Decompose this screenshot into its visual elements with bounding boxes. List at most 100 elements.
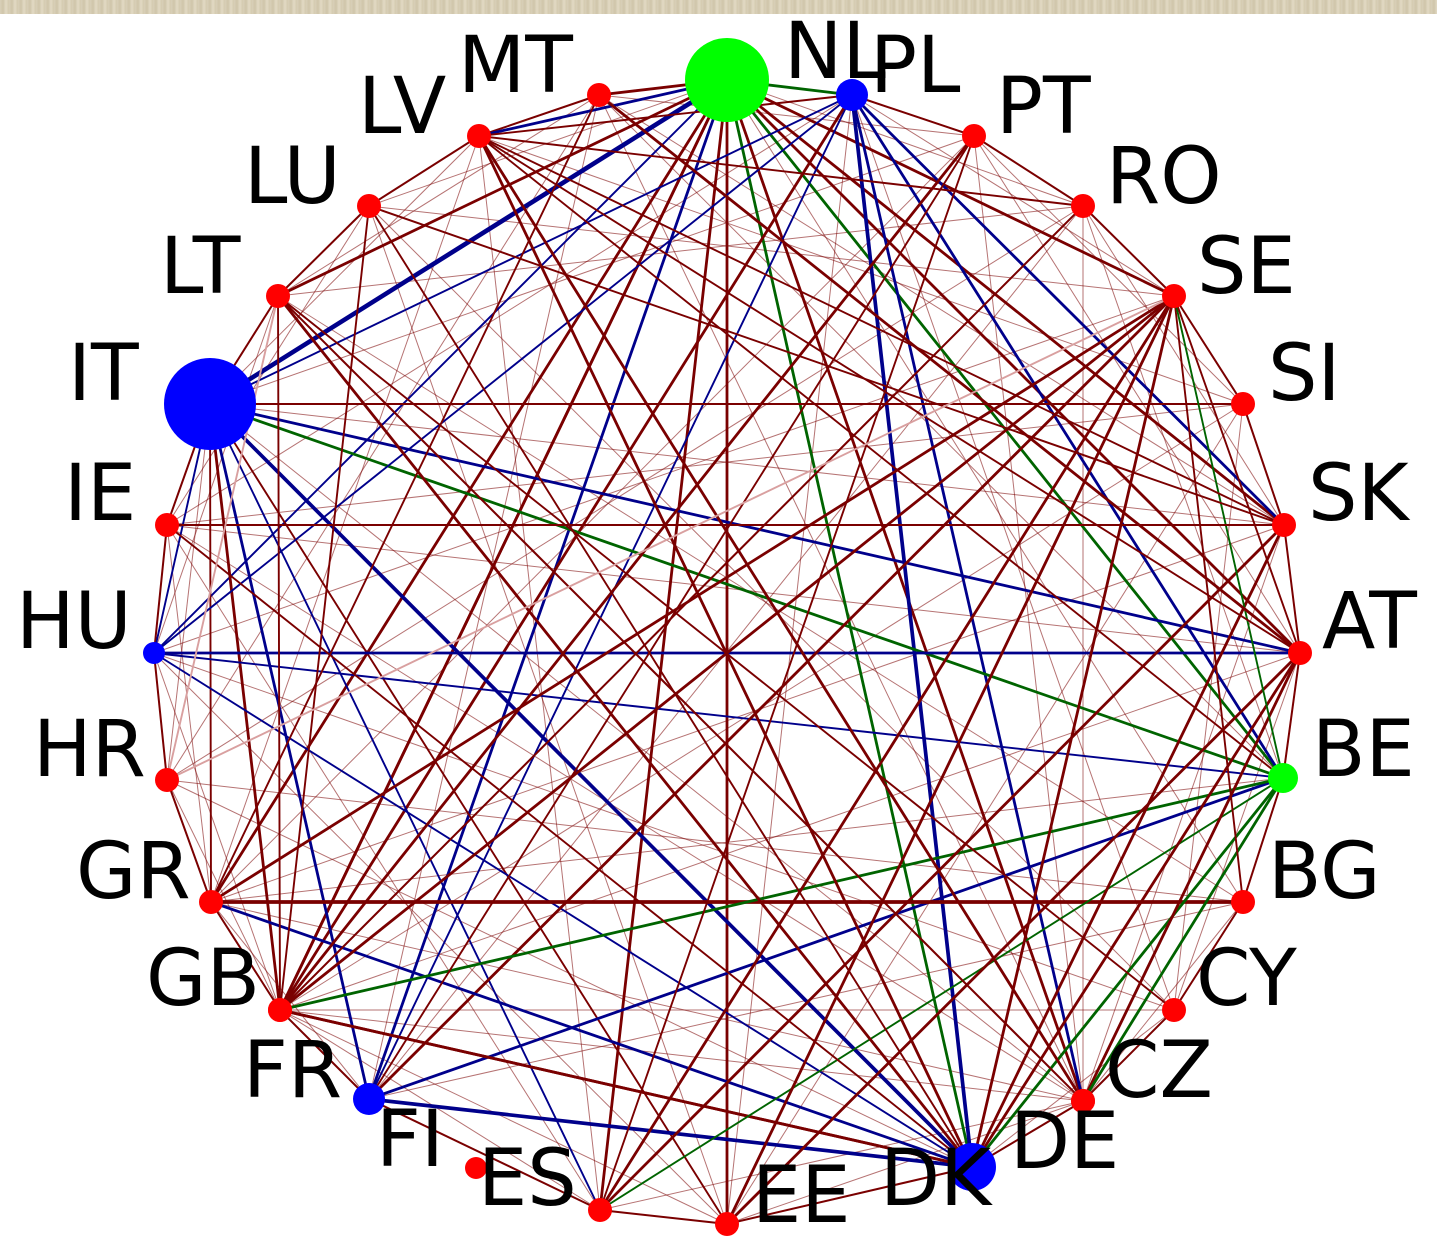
node-label-EE: EE	[752, 1151, 851, 1238]
edge-FI-MT	[368, 94, 600, 1100]
edge-RO-LV	[478, 135, 1084, 207]
edge-PT-RO	[973, 135, 1084, 207]
node-IT[interactable]	[164, 358, 256, 450]
edge-IT-PT	[209, 135, 975, 405]
edge-FR-BE	[278, 776, 1285, 1012]
node-label-GB: GB	[146, 934, 260, 1024]
edge-PL-PT	[851, 94, 975, 137]
node-SI[interactable]	[1231, 392, 1255, 416]
edge-GR-MT	[210, 94, 600, 903]
node-RO[interactable]	[1071, 194, 1095, 218]
edge-NL-GR	[209, 78, 729, 904]
node-DE[interactable]	[1071, 1089, 1095, 1113]
node-EE[interactable]	[715, 1212, 739, 1236]
node-PT[interactable]	[962, 124, 986, 148]
edge-AT-IE	[166, 524, 1301, 654]
edge-EE-FR	[279, 1009, 728, 1225]
edge-HU-IE	[153, 524, 168, 654]
node-PL[interactable]	[836, 79, 868, 111]
edge-AT-CY	[1173, 652, 1301, 1011]
edge-LT-RO	[277, 205, 1084, 297]
edge-GR-LV	[210, 135, 480, 903]
edge-LU-DK	[368, 205, 973, 1168]
node-label-LT: LT	[160, 222, 241, 312]
edge-CY-LU	[368, 205, 1175, 1011]
edge-CY-LT	[277, 295, 1175, 1011]
edge-AT-MT	[597, 93, 1302, 655]
node-FI[interactable]	[353, 1083, 385, 1115]
edge-BE-GR	[210, 777, 1284, 903]
edge-HU-SE	[153, 295, 1175, 654]
edge-HU-PL	[153, 94, 853, 654]
edge-DK-EE	[726, 1166, 973, 1225]
node-label-BG: BG	[1268, 827, 1381, 917]
edge-NL-ES	[598, 78, 729, 1212]
edge-IT-ES	[209, 403, 601, 1211]
node-HU[interactable]	[143, 642, 165, 664]
node-LU[interactable]	[357, 194, 381, 218]
edge-HR-LT	[166, 295, 279, 781]
edge-FI-FR	[279, 1009, 370, 1100]
node-MT[interactable]	[587, 83, 611, 107]
node-label-PT: PT	[996, 62, 1091, 152]
nodes-layer	[143, 38, 1312, 1236]
edge-RO-FR	[279, 205, 1084, 1011]
node-BE[interactable]	[1268, 763, 1298, 793]
edge-PL-LV	[478, 94, 853, 137]
node-ES[interactable]	[588, 1198, 612, 1222]
edge-GR-DK	[209, 900, 974, 1169]
node-NL[interactable]	[685, 38, 769, 122]
edge-PT-ES	[599, 135, 975, 1211]
edge-RO-SE	[1082, 205, 1175, 297]
node-label-DE: DE	[1010, 1097, 1119, 1187]
edge-IT-AT	[208, 402, 1302, 655]
node-CY[interactable]	[1162, 998, 1186, 1022]
edge-NL-FI	[367, 78, 729, 1101]
node-AT[interactable]	[1288, 641, 1312, 665]
node-SE[interactable]	[1162, 284, 1186, 308]
node-LT[interactable]	[266, 284, 290, 308]
node-DK[interactable]	[948, 1143, 996, 1191]
node-label-HR: HR	[33, 705, 146, 795]
node-HR[interactable]	[155, 768, 179, 792]
edge-LV-MT	[478, 94, 600, 137]
edge-HR-RO	[166, 205, 1084, 781]
edge-IT-EE	[209, 403, 728, 1225]
node-label-BE: BE	[1312, 705, 1415, 795]
node-GB[interactable]	[268, 998, 292, 1022]
node-label-SE: SE	[1197, 222, 1296, 312]
node-label-CY: CY	[1196, 934, 1297, 1024]
edge-BG-CY	[1173, 901, 1244, 1011]
node-LV[interactable]	[467, 124, 491, 148]
node-SK[interactable]	[1272, 513, 1296, 537]
edge-PL-DE	[850, 93, 1085, 1103]
edge-BE-BG	[1242, 777, 1284, 903]
node-ES-secondary	[465, 1157, 487, 1179]
edge-IT-LV	[209, 135, 480, 405]
node-IE[interactable]	[155, 513, 179, 537]
node-label-DK: DK	[880, 1134, 993, 1224]
node-label-IE: IE	[64, 449, 136, 539]
edge-BE-RO	[1082, 205, 1284, 779]
edge-EE-LU	[368, 205, 728, 1225]
edge-FI-SE	[367, 294, 1176, 1101]
edge-LU-FR	[279, 205, 370, 1011]
node-label-PL: PL	[870, 21, 961, 111]
node-GR[interactable]	[199, 890, 223, 914]
node-label-NL: NL	[784, 7, 886, 97]
edge-NL-IT	[207, 77, 730, 407]
edge-HR-IT	[166, 403, 211, 781]
edge-EE-ES	[599, 1209, 728, 1225]
node-BG[interactable]	[1231, 890, 1255, 914]
edge-GR-HR	[166, 779, 212, 903]
edge-NL-BE	[725, 78, 1285, 780]
edge-GR-IE	[166, 524, 212, 903]
edge-PL-BE	[850, 93, 1285, 780]
edge-IT-FI	[208, 402, 371, 1101]
edge-NL-LV	[477, 78, 729, 138]
edge-FI-BE	[367, 776, 1285, 1101]
edge-ES-LV	[478, 135, 601, 1211]
edge-MT-SK	[598, 94, 1285, 526]
edge-AT-GB	[279, 652, 1301, 1011]
